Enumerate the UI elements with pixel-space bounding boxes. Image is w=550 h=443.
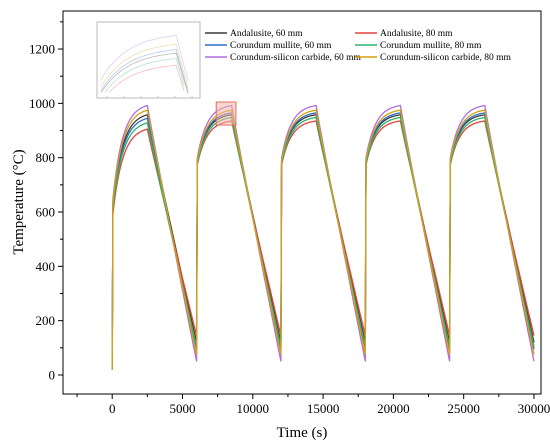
legend: Andalusite, 60 mm Andalusite, 80 mm Corund…: [205, 29, 511, 63]
legend-label-3: Corundum mullite, 60 mm: [230, 41, 332, 51]
inset-series-line-5: [100, 34, 189, 82]
y-tick-label: 1200: [29, 42, 55, 57]
y-tick-label: 800: [36, 150, 56, 165]
zoom-highlight-box: [215, 101, 237, 126]
inset-series-line-2: [108, 64, 185, 93]
y-axis-ticks: 0 200 400 600 800 1000 1200: [29, 21, 63, 382]
series-lines: [111, 104, 535, 370]
y-tick-label: 1000: [29, 96, 55, 111]
plot-frame: [62, 10, 542, 395]
zoom-highlight-rect: [215, 101, 237, 126]
series-line-6: [111, 109, 535, 370]
x-tick-label: 20000: [377, 401, 410, 416]
y-axis-title: Temperature (°C): [11, 149, 27, 254]
x-tick-label: 30000: [518, 401, 550, 416]
x-tick-label: 15000: [307, 401, 340, 416]
inset-series-line-4: [104, 57, 185, 93]
inset-frame: [96, 21, 201, 99]
y-tick-label: 0: [49, 367, 56, 382]
series-line-2: [111, 120, 535, 370]
legend-label-5: Corundum-silicon carbide, 60 mm: [230, 53, 361, 63]
inset-series-line-6: [100, 43, 189, 88]
y-tick-label: 200: [36, 313, 56, 328]
x-axis-ticks: 0 5000 10000 15000 20000 25000 30000: [76, 394, 550, 416]
series-line-4: [111, 116, 535, 370]
inset-series-line-1: [100, 52, 189, 94]
y-tick-label: 400: [36, 259, 56, 274]
x-tick-label: 5000: [170, 401, 196, 416]
legend-label-6: Corundum-silicon carbide, 80 mm: [380, 53, 511, 63]
legend-label-2: Andalusite, 80 mm: [380, 29, 453, 39]
y-tick-label: 600: [36, 205, 56, 220]
legend-label-1: Andalusite, 60 mm: [230, 29, 303, 39]
x-axis-title: Time (s): [277, 425, 328, 441]
inset-series-line-3: [100, 49, 189, 92]
x-tick-label: 25000: [447, 401, 480, 416]
legend-label-4: Corundum mullite, 80 mm: [380, 41, 482, 51]
x-tick-label: 10000: [237, 401, 270, 416]
x-tick-label: 0: [109, 401, 116, 416]
inset-zoom-panel: [96, 21, 201, 99]
